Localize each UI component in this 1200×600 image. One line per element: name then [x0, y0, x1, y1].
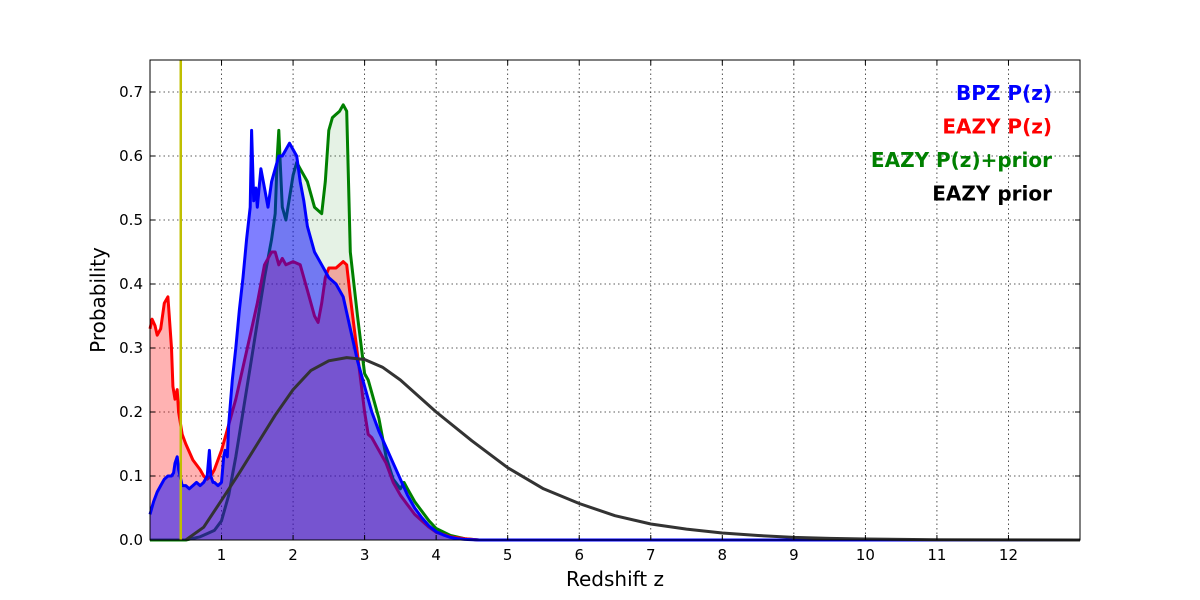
- legend-eazy-p-z: EAZY P(z): [942, 115, 1052, 139]
- y-tick-label: 0.4: [119, 275, 143, 293]
- x-tick-label: 7: [646, 546, 656, 564]
- x-tick-label: 2: [288, 546, 298, 564]
- x-tick-label: 10: [856, 546, 875, 564]
- x-tick-label: 8: [718, 546, 728, 564]
- y-tick-label: 0.0: [119, 531, 143, 549]
- bpz-p-z-area: [150, 130, 1080, 540]
- ticks: 1 2 3 4 5 6 7 8 9 10 11 120.00.10.20.30.40.50.60.7: [119, 60, 1080, 564]
- x-tick-label: 1: [217, 546, 227, 564]
- x-tick-label: 12: [999, 546, 1018, 564]
- y-tick-label: 0.3: [119, 339, 143, 357]
- series-layer: [148, 103, 1081, 542]
- x-tick-label: 5: [503, 546, 513, 564]
- eazy-prior-line: [184, 356, 1081, 542]
- legend: BPZ P(z) EAZY P(z) EAZY P(z)+prior EAZY pri…: [871, 81, 1052, 206]
- x-tick-label: 3: [360, 546, 370, 564]
- y-tick-label: 0.2: [119, 403, 143, 421]
- bpz-p-z-line: [148, 128, 1080, 542]
- legend-eazy-prior: EAZY prior: [932, 182, 1052, 206]
- y-axis-label: Probability: [86, 247, 110, 353]
- y-tick-label: 0.1: [119, 467, 143, 485]
- x-tick-label: 11: [927, 546, 946, 564]
- plot-frame: [149, 59, 1081, 541]
- x-tick-label: 6: [574, 546, 584, 564]
- legend-eazy-p-z-prior: EAZY P(z)+prior: [871, 148, 1052, 172]
- x-axis-label: Redshift z: [566, 567, 664, 591]
- y-tick-label: 0.6: [119, 147, 143, 165]
- legend-bpz-p-z: BPZ P(z): [956, 81, 1052, 105]
- x-tick-label: 4: [431, 546, 441, 564]
- x-tick-label: 9: [789, 546, 799, 564]
- y-tick-label: 0.7: [119, 83, 143, 101]
- y-tick-label: 0.5: [119, 211, 143, 229]
